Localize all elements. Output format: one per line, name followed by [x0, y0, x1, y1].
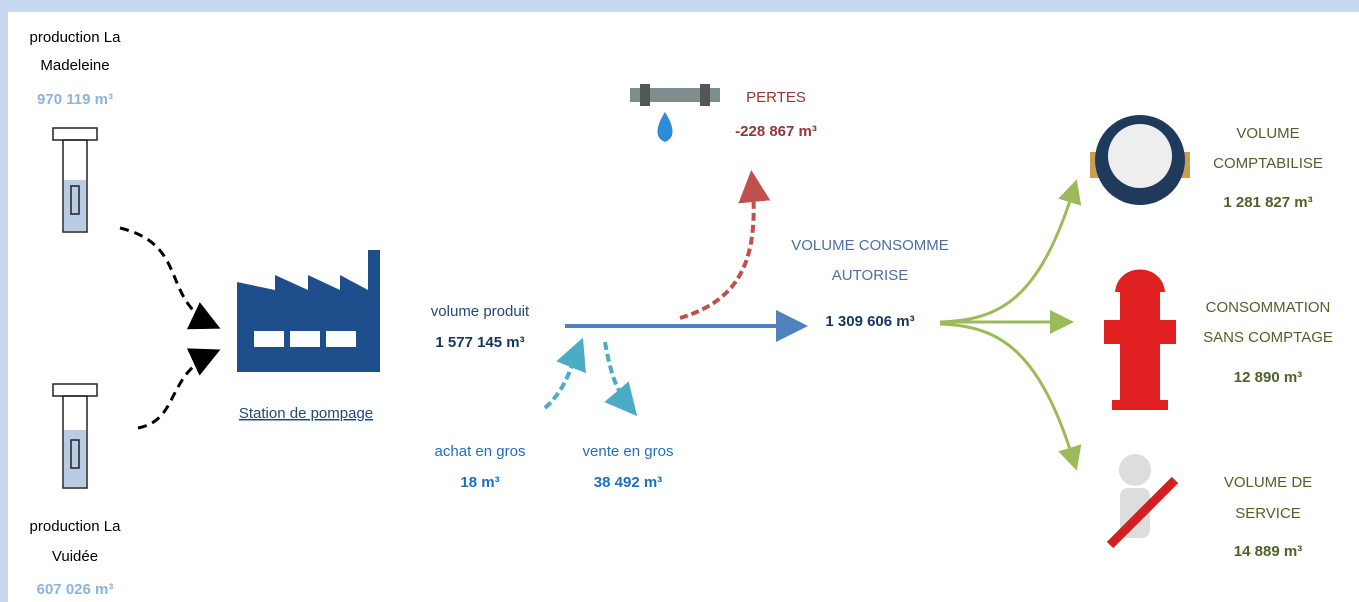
source-label: production La [30, 29, 122, 46]
use-volume: 1 281 827 m³ [1223, 194, 1312, 211]
losses-label: PERTES [746, 89, 806, 106]
use-volume: 14 889 m³ [1234, 543, 1302, 560]
sale-label: vente en gros [583, 443, 674, 460]
use-label: COMPTABILISE [1213, 155, 1323, 172]
produced-volume: 1 577 145 m³ [435, 334, 524, 351]
use-label: CONSOMMATION [1206, 299, 1331, 316]
use-label: SERVICE [1235, 505, 1301, 522]
source-label: production La [30, 518, 122, 535]
authorized-volume: 1 309 606 m³ [825, 313, 914, 330]
source-volume: 970 119 m³ [37, 91, 113, 108]
authorized-label: VOLUME CONSOMME [791, 237, 949, 254]
page: {"sources": [ {"label": ["production La"… [0, 0, 1359, 602]
use-volume: 12 890 m³ [1234, 369, 1302, 386]
source-label: Madeleine [40, 57, 109, 74]
purchase-volume: 18 m³ [460, 474, 499, 491]
diagram: production La Madeleine 970 119 m³ produ… [0, 0, 1359, 602]
sale-volume: 38 492 m³ [594, 474, 662, 491]
purchase-label: achat en gros [435, 443, 526, 460]
losses-volume: -228 867 m³ [735, 123, 817, 140]
use-label: SANS COMPTAGE [1203, 329, 1333, 346]
use-label: VOLUME DE [1224, 474, 1312, 491]
source-volume: 607 026 m³ [37, 581, 114, 598]
authorized-label: AUTORISE [832, 267, 908, 284]
produced-label: volume produit [431, 303, 530, 320]
station-link[interactable]: Station de pompage [239, 405, 373, 422]
use-label: VOLUME [1236, 125, 1299, 142]
source-label: Vuidée [52, 548, 98, 565]
